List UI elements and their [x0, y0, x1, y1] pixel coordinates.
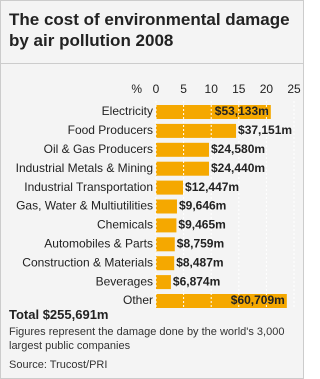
bar [156, 161, 209, 176]
x-tick-label: 15 [232, 82, 246, 96]
data-label: $60,709m [231, 293, 285, 307]
data-label: $12,447m [185, 180, 239, 194]
bar [156, 180, 184, 195]
y-tick-label: Chemicals [97, 218, 153, 232]
data-label: $6,874m [173, 274, 220, 288]
x-axis-label: % [131, 82, 142, 96]
bar [156, 294, 287, 308]
note: Figures represent the damage done by the… [9, 326, 285, 352]
source: Source: Trucost/PRI [9, 359, 108, 371]
bar [156, 105, 271, 119]
bar [156, 275, 171, 290]
x-tick-label: 25 [287, 82, 301, 96]
y-tick-label: Oil & Gas Producers [44, 142, 153, 156]
chart: % 0 5 10 15 20 25 Electricity Food Producers Oil … [16, 82, 301, 308]
y-tick-label: Construction & Materials [22, 255, 153, 269]
y-tick-label: Other [123, 293, 153, 307]
y-tick-label: Industrial Metals & Mining [16, 161, 153, 175]
data-label: $9,465m [178, 218, 225, 232]
x-tick-label: 0 [153, 82, 160, 96]
y-tick-label: Beverages [96, 274, 153, 288]
chart-title: The cost of environmental damage by air … [9, 10, 290, 50]
data-label: $37,151m [238, 123, 292, 137]
data-label: $8,487m [176, 255, 223, 269]
y-tick-label: Food Producers [68, 123, 153, 137]
y-tick-label: Automobiles & Parts [44, 236, 153, 250]
chart-panel: The cost of environmental damage by air … [0, 0, 304, 379]
data-label: $24,580m [211, 142, 265, 156]
bar [156, 237, 175, 252]
y-tick-label: Industrial Transportation [24, 180, 153, 194]
data-label: $53,133m [215, 104, 269, 118]
bar [156, 199, 177, 214]
bar [156, 123, 237, 138]
x-tick-label: 20 [260, 82, 274, 96]
bar [156, 256, 175, 271]
x-tick-label: 5 [180, 82, 187, 96]
y-tick-label: Gas, Water & Multiutilities [16, 199, 153, 213]
bar [156, 218, 177, 233]
data-label: $24,440m [211, 161, 265, 175]
separator [1, 63, 303, 64]
data-label: $9,646m [179, 199, 226, 213]
total: Total $255,691m [9, 307, 109, 322]
y-tick-label: Electricity [102, 104, 153, 118]
bar [156, 142, 209, 157]
x-tick-label: 10 [205, 82, 219, 96]
data-label: $8,759m [177, 236, 224, 250]
